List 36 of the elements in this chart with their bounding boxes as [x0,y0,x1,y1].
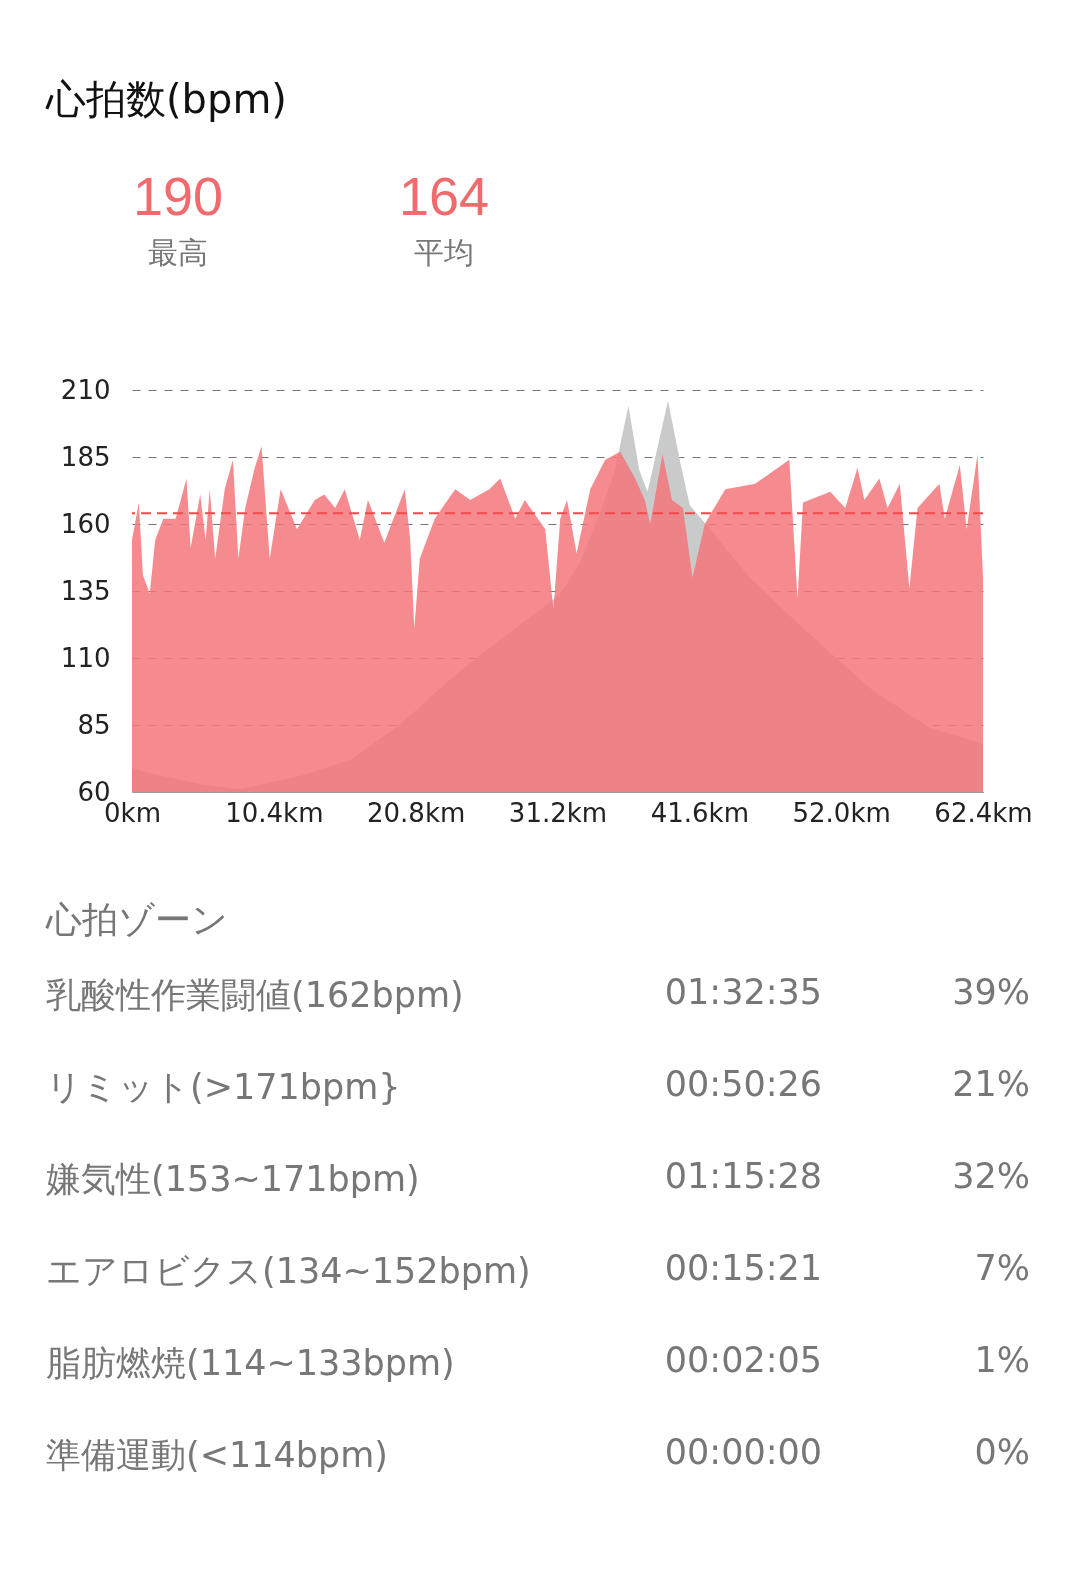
text: 00:15:21 [664,1248,822,1288]
text: 190 [131,165,225,227]
text: 32% [952,1156,1030,1196]
text: 00:02:05 [664,1340,822,1380]
x-tick-label: 52.0km [792,797,891,828]
x-tick-label: 10.4km [225,797,324,828]
text: エアロビクス(134~152bpm) [46,1250,531,1293]
text: 00:00:00 [664,1432,822,1472]
y-tick-label: 135 [60,575,111,606]
text: 21% [952,1064,1030,1104]
y-tick-label: 160 [60,508,111,539]
text: 01:15:28 [664,1156,822,1196]
text: 01:32:35 [664,972,822,1012]
text: 準備運動(<114bpm) [46,1434,388,1477]
text: 乳酸性作業闘値(162bpm) [46,974,464,1017]
text: 脂肪燃焼(114~133bpm) [46,1342,455,1385]
text: 1% [974,1340,1030,1380]
text: 心拍ゾーン [46,898,228,942]
text: 7% [974,1248,1030,1288]
text: 最高 [147,234,209,272]
text: 平均 [413,234,475,272]
y-tick-label: 85 [77,709,111,740]
text: 0% [974,1432,1030,1472]
y-tick-label: 110 [60,642,111,673]
text: 嫌気性(153~171bpm) [46,1158,420,1201]
y-tick-label: 210 [60,374,111,405]
text: リミット(>171bpm} [46,1066,401,1109]
text: 00:50:26 [664,1064,822,1104]
x-tick-label: 62.4km [934,797,1033,828]
text: 164 [397,165,491,227]
text: 39% [952,972,1030,1012]
x-tick-label: 31.2km [508,797,608,828]
y-tick-label: 185 [60,441,111,472]
x-tick-label: 41.6km [650,797,749,828]
chart-title: 心拍数(bpm) [46,75,287,124]
x-tick-label: 20.8km [367,797,466,828]
